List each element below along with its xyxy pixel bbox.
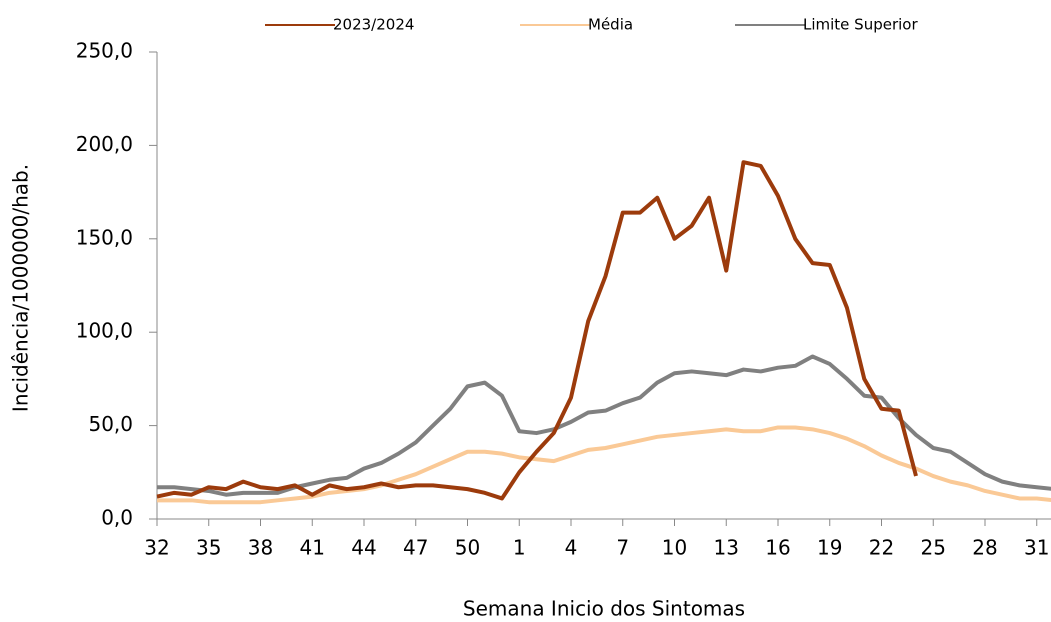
y-tick-label: 0,0 [101, 506, 133, 530]
y-tick-label: 50,0 [88, 412, 133, 436]
x-tick-label: 50 [455, 536, 480, 560]
legend-label: Média [588, 16, 633, 34]
x-tick-label: 4 [565, 536, 578, 560]
x-tick-label: 19 [817, 536, 842, 560]
y-tick-label: 100,0 [76, 319, 133, 343]
x-tick-label: 38 [248, 536, 273, 560]
x-tick-label: 10 [662, 536, 687, 560]
x-axis-title: Semana Inicio dos Sintomas [463, 597, 745, 621]
x-tick-label: 22 [869, 536, 894, 560]
y-tick-label: 200,0 [76, 132, 133, 156]
y-tick-label: 250,0 [76, 39, 133, 63]
x-tick-label: 1 [513, 536, 526, 560]
x-tick-label: 35 [196, 536, 221, 560]
data-line [157, 354, 1051, 497]
x-tick-label: 28 [972, 536, 997, 560]
y-tick-label: 150,0 [76, 225, 133, 249]
data-line [157, 425, 1051, 505]
x-tick-label: 32 [144, 536, 169, 560]
x-tick-label: 31 [1024, 536, 1049, 560]
x-tick-label: 47 [403, 536, 428, 560]
x-tick-label: 16 [765, 536, 790, 560]
x-tick-label: 25 [921, 536, 946, 560]
legend-label: 2023/2024 [333, 16, 414, 34]
x-tick-label: 41 [300, 536, 325, 560]
y-axis-title: Incidência/1000000/hab. [9, 164, 33, 412]
data-line [156, 160, 918, 501]
legend-label: Limite Superior [803, 16, 918, 34]
x-tick-label: 13 [714, 536, 739, 560]
x-tick-label: 44 [351, 536, 376, 560]
x-tick-label: 7 [616, 536, 629, 560]
